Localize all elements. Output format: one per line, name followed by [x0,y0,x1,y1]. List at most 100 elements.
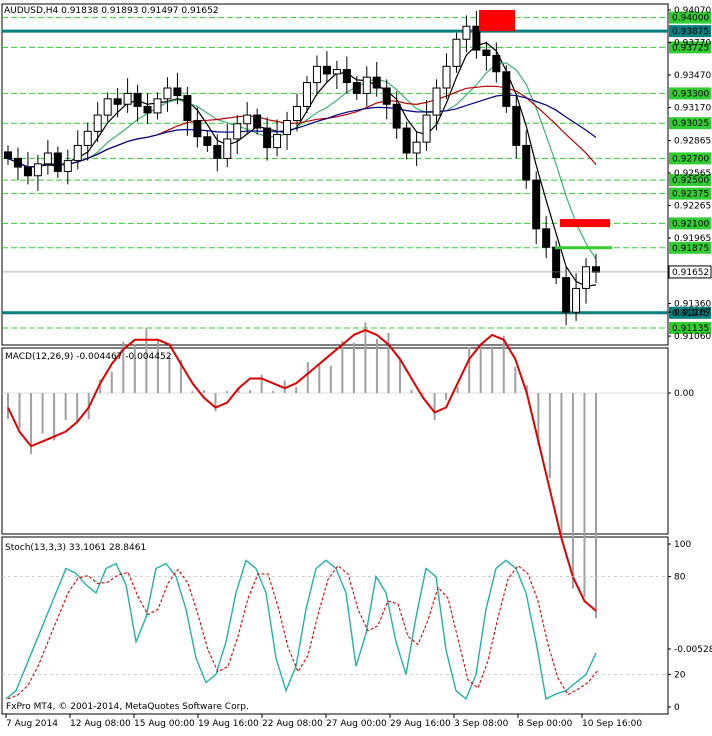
ma-blue-line [7,94,597,168]
green-level-tag [669,11,711,24]
candle-body [4,151,12,159]
time-tick-label: 3 Sep 08:00 [454,719,509,729]
macd-tick-label: 0.001671 [674,308,712,318]
candle-body [472,25,481,51]
price-tick-label: 0.91360 [674,300,711,310]
stoch-main-line [5,559,597,701]
resistance-box [479,10,515,32]
candle-body [452,38,461,67]
time-tick-label: 15 Aug 00:00 [134,719,195,729]
time-tick-label: 12 Aug 08:00 [70,719,131,729]
stoch-tick-label: 20 [674,670,686,680]
candle-body [552,246,561,279]
candle-body [123,92,132,105]
candle-body [253,114,262,129]
candle-body [193,119,202,138]
green-level-label: 0.94000 [672,14,709,24]
candle-body [83,130,92,146]
candle-body [63,160,72,172]
green-level-tag [669,321,711,334]
candle-body [572,287,581,313]
green-level-label: 0.92100 [672,219,709,229]
macd-title: MACD(12,26,9) -0.004467 -0.004452 [5,352,171,362]
candle-body [432,87,441,116]
stoch-tick-label: 80 [674,573,686,583]
candle-body [43,152,52,165]
green-level-tag [669,87,711,100]
teal-level-label: 0.93875 [672,27,709,37]
green-level-label: 0.93725 [672,43,709,53]
teal-level-tag [669,306,711,319]
candle-body [233,123,242,140]
green-level-tag [669,241,711,254]
green-level-label: 0.92700 [672,154,709,164]
candle-body [362,76,371,94]
candle-body [263,127,272,149]
candle-body [312,65,321,84]
candle-body [512,105,521,146]
candle-body [183,95,192,121]
candle-body [542,228,551,248]
candle-body [153,98,162,114]
candle-body [173,87,182,97]
current-price-label: 0.91652 [672,268,709,278]
green-level-label: 0.91135 [672,324,709,334]
price-tick-label: 0.92565 [674,169,711,179]
candle-body [342,69,351,84]
resistance-box-lower [560,219,610,228]
candle-body [592,266,600,273]
stoch-tick-label: 100 [674,540,691,550]
candle-body [582,266,591,289]
candle-body [492,54,501,73]
candle-body [332,69,341,75]
price-tick-label: 0.91965 [674,234,711,244]
pane-frame [1,536,669,715]
time-tick-label: 19 Aug 16:00 [198,719,259,729]
time-tick-label: 22 Aug 08:00 [262,719,323,729]
teal-level-label: 0.91275 [672,309,709,319]
candle-body [213,144,222,159]
green-level-label: 0.92375 [672,190,709,200]
candle-body [372,76,381,89]
candle-body [442,65,451,89]
green-level-tag [669,117,711,130]
platform-caption: FxPro MT4, © 2001-2014, MetaQuotes Softw… [6,702,249,712]
main-title: AUDUSD,H4 0.91838 0.91893 0.91497 0.9165… [4,6,219,16]
candle-body [522,144,531,181]
macd-tick-label: -0.005288 [674,645,712,655]
green-level-label: 0.93300 [672,89,709,99]
candle-body [53,152,62,172]
price-tick-label: 0.93170 [674,103,711,113]
candle-body [462,25,471,40]
green-level-tag [669,41,711,54]
candle-body [382,87,391,105]
candle-body [13,157,22,168]
time-tick-label: 27 Aug 00:00 [326,719,387,729]
price-tick-label: 0.92865 [674,137,711,147]
candle-body [33,163,42,177]
green-level-label: 0.93025 [672,119,709,129]
time-tick-label: 8 Sep 00:00 [518,719,573,729]
candle-body [143,105,152,114]
current-price-tag [668,265,712,279]
candle-body [392,103,401,129]
candle-body [293,105,302,121]
candle-body [73,144,82,162]
green-level-tag [669,217,711,230]
pane-frame [1,347,669,535]
green-level-label: 0.92500 [672,176,709,186]
candle-body [163,87,172,100]
candle-body [113,98,122,105]
macd-signal-line [7,329,597,612]
candle-body [352,82,361,94]
candle-body [402,127,411,154]
candle-body [412,141,421,154]
price-tick-label: 0.93470 [674,71,711,81]
price-tick-label: 0.92265 [674,202,711,212]
pane-frame [1,3,669,346]
candle-body [243,114,252,125]
candle-body [203,136,212,146]
candle-body [422,114,431,143]
